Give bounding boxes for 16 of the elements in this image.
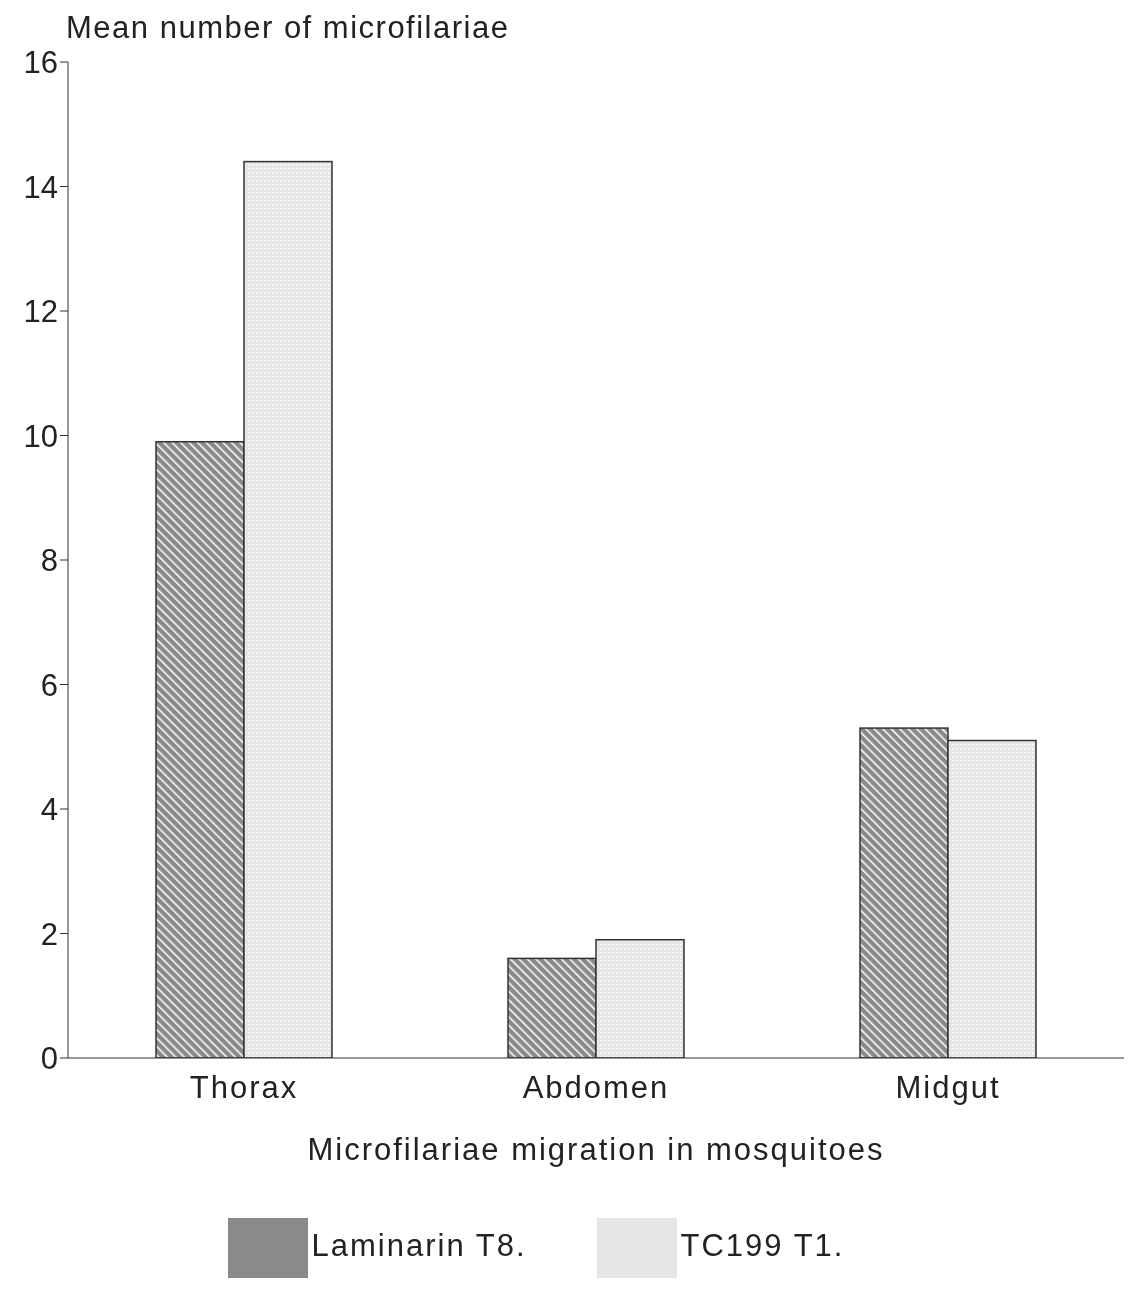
legend-label: TC199 T1. [680, 1228, 845, 1264]
y-tick-label: 16 [23, 45, 58, 80]
y-axis-title: Mean number of microfilariae [66, 10, 510, 46]
y-tick-label: 12 [23, 294, 58, 330]
x-tick-label: Abdomen [522, 1070, 670, 1106]
y-tick-label: 4 [40, 792, 58, 828]
x-axis-title: Microfilariae migration in mosquitoes [307, 1132, 885, 1167]
y-tick-label: 14 [23, 169, 58, 205]
y-tick-label: 6 [40, 667, 58, 703]
y-tick-label: 10 [23, 418, 58, 454]
x-tick-label: Midgut [895, 1070, 1001, 1106]
legend-label: Laminarin T8. [311, 1228, 527, 1264]
y-tick-label: 8 [40, 543, 58, 579]
y-tick-label: 0 [40, 1041, 58, 1077]
y-tick-label: 2 [40, 916, 58, 952]
x-tick-label: Thorax [189, 1070, 299, 1106]
